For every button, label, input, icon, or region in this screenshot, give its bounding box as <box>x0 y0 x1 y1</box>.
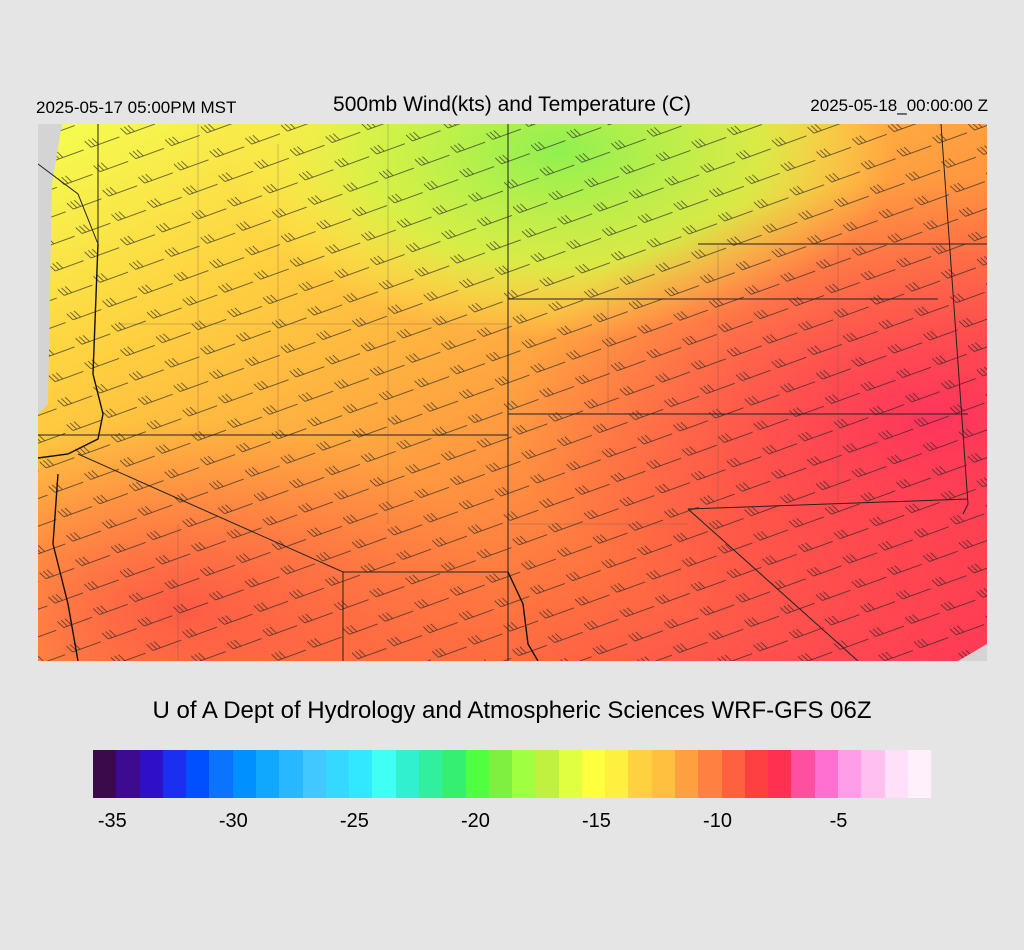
colorbar-tick-label: -35 <box>97 810 127 832</box>
colorbar-segment <box>116 750 140 798</box>
colorbar-segment <box>558 750 582 798</box>
colorbar-tick-label: -25 <box>339 810 369 832</box>
colorbar-segment <box>162 750 187 798</box>
state-borders <box>38 124 987 661</box>
colorbar-segment <box>838 750 862 798</box>
colorbar-segment <box>535 750 559 798</box>
colorbar-segment <box>93 750 117 798</box>
colorbar-segment <box>744 750 769 798</box>
colorbar-segment <box>279 750 303 798</box>
colorbar-segment <box>721 750 745 798</box>
colorbar-segment <box>395 750 419 798</box>
colorbar-tick-label: -30 <box>218 810 248 832</box>
temperature-wind-map <box>38 124 987 661</box>
colorbar-segment <box>372 750 396 798</box>
colorbar-segment <box>255 750 280 798</box>
colorbar-segment <box>675 750 699 798</box>
colorbar-segment <box>698 750 722 798</box>
colorbar-segment <box>488 750 513 798</box>
colorbar-segment <box>791 750 815 798</box>
colorbar-segment <box>442 750 466 798</box>
local-time-label: 2025-05-17 05:00PM MST <box>36 98 237 117</box>
colorbar-segment <box>302 750 326 798</box>
colorbar-segment <box>186 750 210 798</box>
valid-time-label: 2025-05-18_00:00:00 Z <box>810 96 988 115</box>
colorbar-tick-label: -20 <box>460 810 490 832</box>
colorbar-segment <box>139 750 163 798</box>
colorbar-segment <box>581 750 606 798</box>
colorbar-segment <box>861 750 885 798</box>
map-canvas <box>38 124 987 661</box>
colorbar-segment <box>651 750 676 798</box>
colorbar-segment <box>768 750 792 798</box>
rivers <box>38 243 539 661</box>
colorbar-segment <box>465 750 489 798</box>
colorbar-segment <box>605 750 629 798</box>
colorbar-segment <box>418 750 443 798</box>
colorbar-segment <box>232 750 256 798</box>
colorbar-segment <box>209 750 233 798</box>
colorbar-segment <box>349 750 373 798</box>
credit-footer: U of A Dept of Hydrology and Atmospheric… <box>152 697 872 724</box>
colorbar-segment <box>884 750 908 798</box>
colorbar-segment <box>814 750 838 798</box>
colorbar-segment <box>512 750 536 798</box>
colorbar-segment <box>325 750 350 798</box>
colorbar-tick-label: -5 <box>829 810 848 832</box>
colorbar-tick-labels: -35 -30 -25 -20 -15 -10 -5 <box>93 810 931 836</box>
colorbar-segment <box>628 750 652 798</box>
map-title: 500mb Wind(kts) and Temperature (C) <box>333 93 691 116</box>
colorbar-segment <box>907 750 932 798</box>
temperature-colorbar <box>93 750 932 798</box>
colorbar-tick-label: -10 <box>703 810 732 832</box>
colorbar-tick-label: -15 <box>582 810 611 832</box>
county-borders <box>118 124 839 661</box>
wind-barbs <box>38 124 987 661</box>
